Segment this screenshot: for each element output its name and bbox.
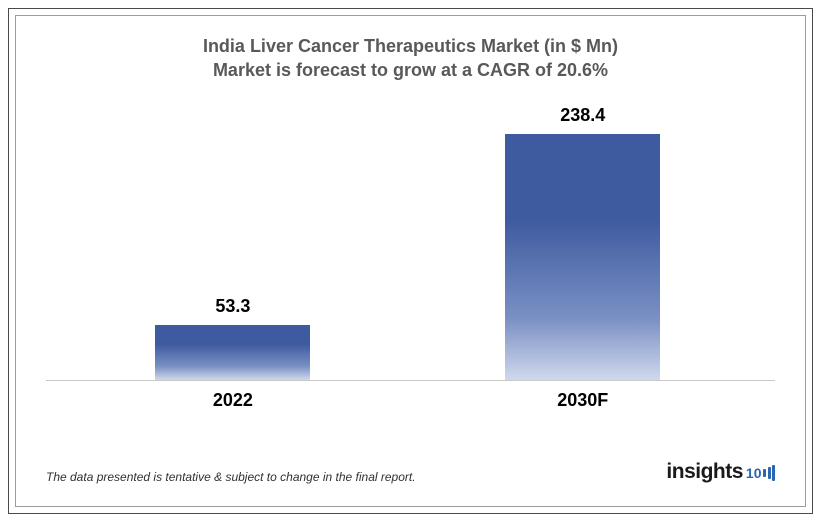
logo-accent-text: 10 [746,465,762,481]
title-line-1: India Liver Cancer Therapeutics Market (… [46,34,775,58]
value-label-2022: 53.3 [155,296,310,317]
chart-area: India Liver Cancer Therapeutics Market (… [46,34,775,486]
outer-frame: India Liver Cancer Therapeutics Market (… [8,8,813,514]
value-label-2030f: 238.4 [505,105,660,126]
disclaimer-text: The data presented is tentative & subjec… [46,470,416,484]
chart-title: India Liver Cancer Therapeutics Market (… [46,34,775,83]
title-line-2: Market is forecast to grow at a CAGR of … [46,58,775,82]
logo-text: insights [666,460,743,484]
footer-row: The data presented is tentative & subjec… [46,460,775,484]
x-axis-line [46,380,775,381]
logo-bar-icon [772,465,775,481]
brand-logo: insights 10 [666,460,775,484]
inner-frame: India Liver Cancer Therapeutics Market (… [15,15,806,507]
bar-2030f [505,134,660,380]
category-label-2022: 2022 [155,390,310,411]
plot-region: 53.3 2022 238.4 2030F [46,113,775,413]
logo-bar-icon [763,469,766,477]
category-label-2030f: 2030F [505,390,660,411]
logo-accent: 10 [746,465,775,481]
bar-2022 [155,325,310,380]
logo-bar-icon [768,467,771,479]
